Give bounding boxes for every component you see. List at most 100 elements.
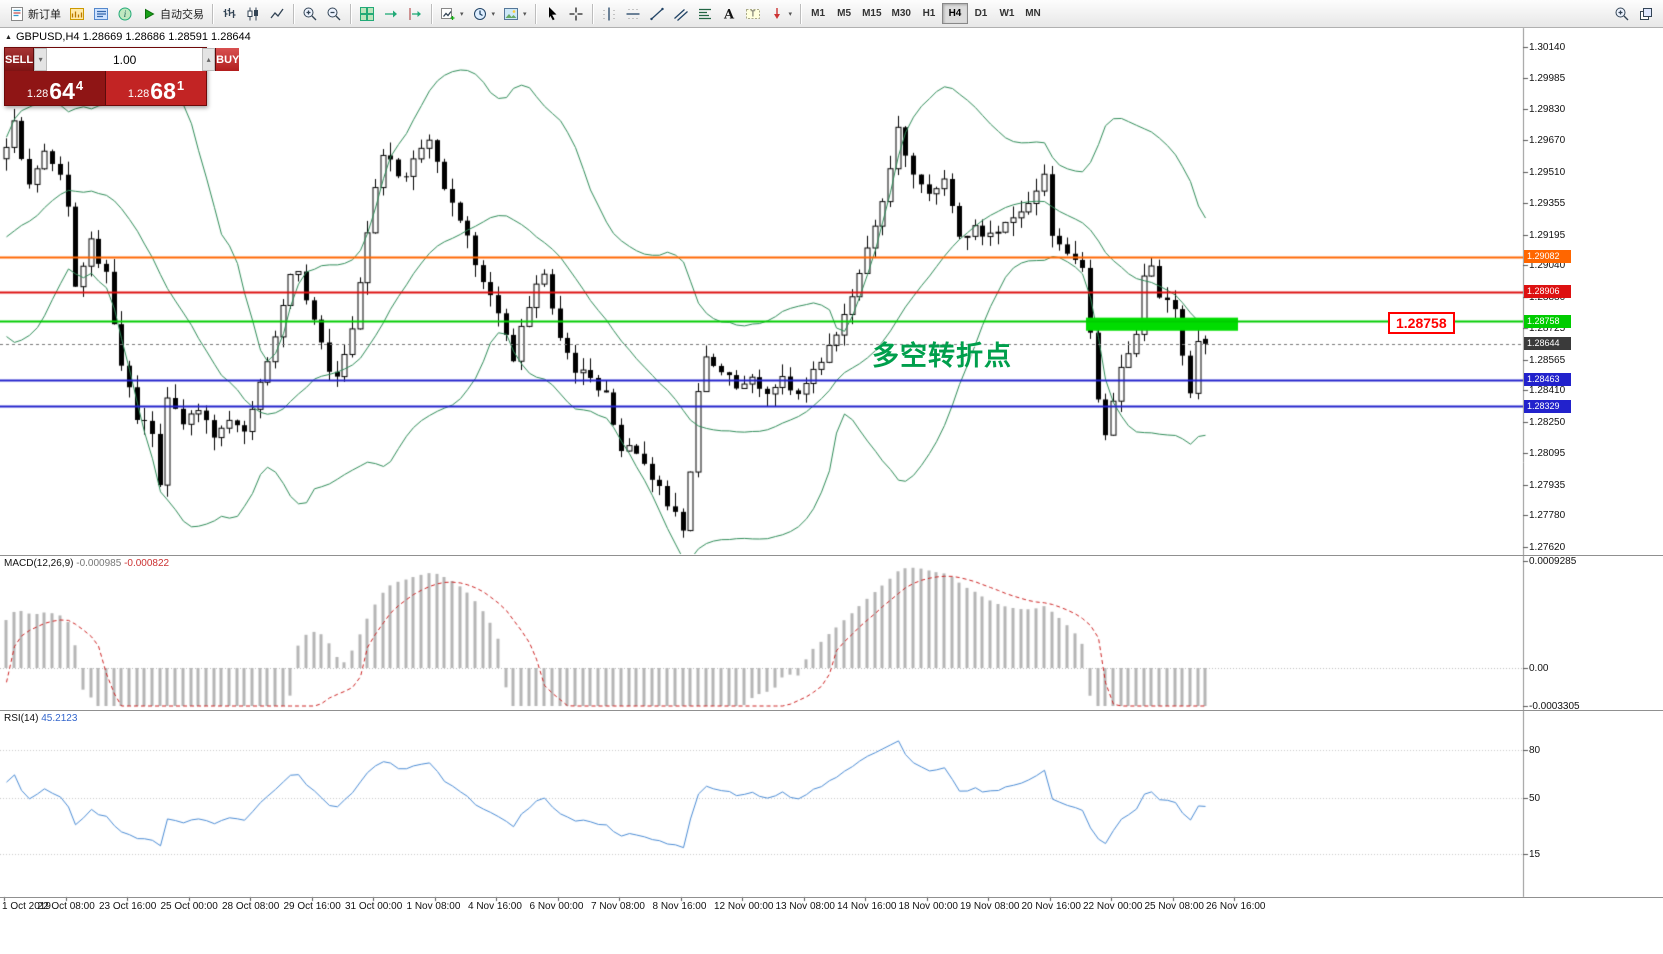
- text-button[interactable]: A: [717, 2, 741, 25]
- text-label-icon: T: [745, 6, 761, 22]
- bar-chart-button[interactable]: [217, 2, 241, 25]
- search-button[interactable]: [1610, 2, 1634, 25]
- price-tick-label: 1.28250: [1529, 417, 1566, 428]
- svg-text:i: i: [124, 9, 127, 19]
- candlestick-button[interactable]: [241, 2, 265, 25]
- toolbar-separator: [800, 3, 802, 24]
- autotrading-button[interactable]: 自动交易: [137, 2, 208, 25]
- time-axis-label: 12 Nov 00:00: [714, 901, 774, 912]
- rsi-name: RSI(14): [4, 713, 39, 724]
- dropdown-arrow-icon: ▾: [491, 10, 496, 18]
- macd-main-value: -0.000985: [76, 558, 122, 569]
- level-price-tag: 1.28463: [1524, 373, 1571, 387]
- timeframe-mn[interactable]: MN: [1025, 8, 1041, 19]
- timeframe-m15[interactable]: M15: [862, 8, 882, 19]
- time-axis-label: 1 Nov 08:00: [406, 901, 461, 912]
- rsi-axis-label: 80: [1529, 745, 1541, 756]
- volume-decrease-button[interactable]: ▾: [34, 48, 48, 71]
- time-axis-label: 22 Oct 08:00: [37, 901, 95, 912]
- zoom-in-button[interactable]: [298, 2, 322, 25]
- chart-shift-button[interactable]: [403, 2, 427, 25]
- price-tick-label: 1.28410: [1529, 385, 1566, 397]
- timeframe-m30[interactable]: M30: [891, 8, 911, 19]
- time-axis-label: 26 Nov 16:00: [1206, 901, 1266, 912]
- price-tick-label: 1.28565: [1529, 354, 1566, 366]
- toolbar-separator: [293, 3, 294, 24]
- timeframe-d1[interactable]: D1: [974, 8, 988, 19]
- sell-price[interactable]: 1.28 64 4: [5, 71, 105, 105]
- price-callout-label[interactable]: 1.28758: [1388, 312, 1455, 334]
- timeframe-h4[interactable]: H4: [941, 3, 968, 24]
- new-chart-button[interactable]: ▾: [436, 2, 468, 25]
- price-tick-label: 1.28725: [1529, 322, 1566, 334]
- market-watch-button[interactable]: [65, 2, 89, 25]
- trendline-button[interactable]: [645, 2, 669, 25]
- price-tick-label: 1.29670: [1529, 135, 1566, 147]
- time-axis-label: 6 Nov 00:00: [529, 901, 584, 912]
- volume-input[interactable]: [47, 48, 203, 71]
- channel-button[interactable]: [669, 2, 693, 25]
- navigator-button[interactable]: [89, 2, 113, 25]
- sell-price-pips: 64: [49, 78, 75, 105]
- volume-increase-button[interactable]: ▴: [202, 48, 216, 71]
- cursor-button[interactable]: [540, 2, 564, 25]
- auto-scroll-button[interactable]: [379, 2, 403, 25]
- time-axis-label: 13 Nov 08:00: [775, 901, 836, 912]
- terminal-button[interactable]: i: [113, 2, 137, 25]
- pane-separator-macd[interactable]: [0, 555, 1663, 556]
- price-tick-label: 1.29040: [1529, 260, 1566, 272]
- timeframe-m5[interactable]: M5: [837, 8, 852, 19]
- buy-price[interactable]: 1.28 68 1: [105, 71, 206, 105]
- templates-button[interactable]: ▾: [499, 2, 531, 25]
- chart-shift-icon: [407, 6, 423, 22]
- price-tick-label: 1.27620: [1529, 542, 1566, 553]
- timeframe-h1[interactable]: H1: [922, 8, 936, 19]
- macd-signal-value: -0.000822: [124, 558, 170, 569]
- arrow-icon: [769, 6, 785, 22]
- tile-windows-button[interactable]: [355, 2, 379, 25]
- level-price-tag: 1.28758: [1524, 314, 1571, 328]
- price-tick-label: 1.29830: [1529, 103, 1566, 115]
- vertical-line-button[interactable]: [597, 2, 621, 25]
- rsi-label: RSI(14) 45.2123: [4, 713, 77, 724]
- price-tick-label: 1.27780: [1529, 510, 1566, 522]
- one-click-collapse-icon[interactable]: ▲: [5, 33, 12, 41]
- toolbar-separator: [212, 3, 213, 24]
- sell-button[interactable]: SELL: [5, 48, 35, 71]
- toolbar-separator: [431, 3, 432, 24]
- candlestick-icon: [245, 6, 261, 22]
- time-axis-separator: [0, 897, 1663, 898]
- text-label-button[interactable]: T: [741, 2, 765, 25]
- crosshair-button[interactable]: [564, 2, 588, 25]
- text-icon: A: [721, 6, 737, 22]
- chart-annotation-text[interactable]: 多空转折点: [872, 341, 1012, 372]
- pane-separator-rsi[interactable]: [0, 710, 1663, 711]
- horizontal-line-button[interactable]: [621, 2, 645, 25]
- toolbar-separator: [591, 3, 593, 24]
- clock-icon: [472, 6, 488, 22]
- zoom-out-button[interactable]: [322, 2, 346, 25]
- time-axis-label: 25 Nov 08:00: [1144, 901, 1205, 912]
- time-axis-label: 4 Nov 16:00: [468, 901, 522, 912]
- buy-button[interactable]: BUY: [215, 48, 240, 71]
- terminal-icon: i: [117, 6, 133, 22]
- line-chart-button[interactable]: [265, 2, 289, 25]
- arrows-button[interactable]: ▾: [765, 2, 797, 25]
- time-axis-label: 1 Oct 2019: [2, 901, 51, 912]
- macd-axis-label: 0.00: [1529, 663, 1549, 674]
- fibonacci-button[interactable]: [693, 2, 717, 25]
- dropdown-arrow-icon: ▾: [788, 10, 793, 18]
- new-order-button[interactable]: 新订单: [5, 2, 65, 25]
- price-tick-label: 1.28095: [1529, 447, 1566, 459]
- new-order-icon: [9, 6, 25, 22]
- periods-button[interactable]: ▾: [468, 2, 500, 25]
- magnifier-icon: [1614, 6, 1630, 22]
- time-axis-label: 8 Nov 16:00: [652, 901, 707, 912]
- timeframe-m1[interactable]: M1: [811, 8, 826, 19]
- timeframe-w1[interactable]: W1: [999, 8, 1015, 19]
- time-axis-label: 7 Nov 08:00: [591, 901, 645, 912]
- buy-price-prefix: 1.28: [127, 88, 150, 100]
- floating-windows-button[interactable]: [1634, 2, 1658, 25]
